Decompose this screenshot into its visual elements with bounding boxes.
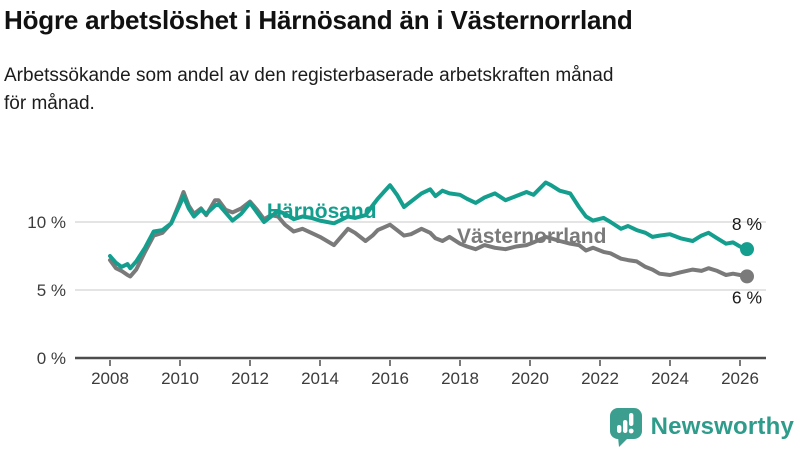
x-tick-label-2024: 2024 xyxy=(651,369,689,388)
x-tick-label-2010: 2010 xyxy=(161,369,199,388)
newsworthy-wordmark: Newsworthy xyxy=(650,413,794,440)
chart-title: Högre arbetslöshet i Härnösand än i Väst… xyxy=(4,5,633,35)
x-tick-label-2018: 2018 xyxy=(441,369,479,388)
series-line-harnosand xyxy=(108,180,749,271)
series-end-dot-harnosand xyxy=(739,242,754,257)
series-label-harnosand: Härnösand xyxy=(267,200,377,223)
series-end-dot-vasternorrland xyxy=(739,269,754,284)
x-tick-label-2016: 2016 xyxy=(371,369,409,388)
x-tick-label-2008: 2008 xyxy=(91,369,129,388)
series-label-vasternorrland: Västernorrland xyxy=(457,225,606,248)
x-tick-label-2022: 2022 xyxy=(581,369,619,388)
y-tick-label-5: 5 % xyxy=(37,281,66,300)
chart-subtitle: Arbetssökande som andel av den registerb… xyxy=(4,65,614,114)
y-tick-label-0: 0 % xyxy=(37,349,66,368)
x-tick-label-2020: 2020 xyxy=(511,369,549,388)
newsworthy-logo-icon xyxy=(609,408,642,447)
chart-header: Högre arbetslöshet i Härnösand än i Väst… xyxy=(4,4,796,118)
series-end-label-vasternorrland: 6 % xyxy=(732,287,762,307)
series-end-label-harnosand: 8 % xyxy=(732,214,762,234)
y-tick-label-10: 10 % xyxy=(27,213,66,232)
x-tick-label-2012: 2012 xyxy=(231,369,269,388)
x-tick-label-2026: 2026 xyxy=(721,369,759,388)
x-tick-label-2014: 2014 xyxy=(301,369,339,388)
newsworthy-logo: Newsworthy xyxy=(609,407,794,447)
